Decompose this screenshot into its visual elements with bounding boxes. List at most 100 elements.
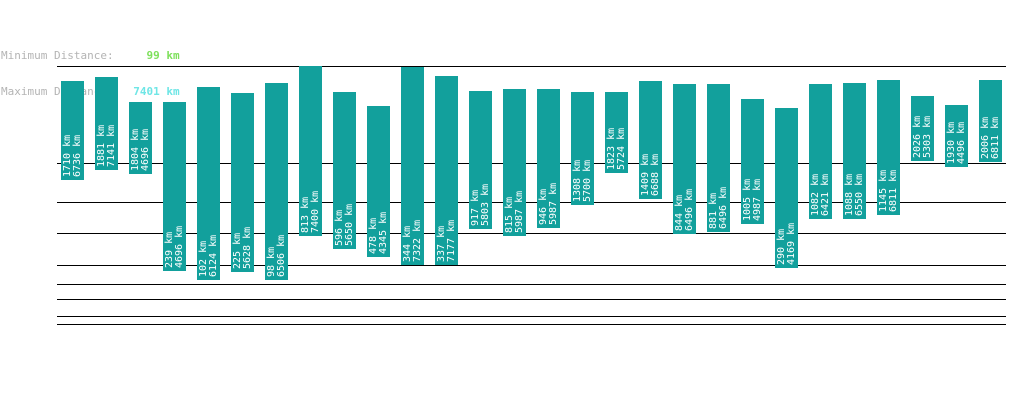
bar-max-label: 5628 km — [242, 227, 253, 269]
range-bar — [775, 108, 798, 268]
bar-min-label: 1005 km — [742, 179, 753, 221]
range-bar — [979, 80, 1002, 162]
range-bar — [843, 83, 866, 219]
bar-min-label: 881 km — [708, 193, 719, 229]
bar-min-label: 1308 km — [572, 160, 583, 202]
bar-label: 881 km6496 km — [708, 187, 729, 229]
range-bar — [299, 66, 322, 236]
bar-min-label: 225 km — [232, 233, 243, 269]
bar-min-label: 917 km — [470, 190, 481, 226]
min-distance-row: Minimum Distance: 99 km — [1, 50, 180, 62]
bar-max-label: 5803 km — [480, 184, 491, 226]
bar-max-label: 5724 km — [616, 128, 627, 170]
range-bar — [673, 84, 696, 234]
bar-label: 946 km5987 km — [538, 183, 559, 225]
bar-min-label: 815 km — [504, 197, 515, 233]
range-bar — [741, 99, 764, 224]
bar-min-label: 1088 km — [844, 174, 855, 216]
bar-min-label: 1804 km — [130, 129, 141, 171]
range-bar — [95, 77, 118, 170]
range-bar — [163, 102, 186, 271]
min-distance-label: Minimum Distance: — [1, 49, 114, 62]
bar-label: 102 km6124 km — [198, 235, 219, 277]
bar-label: 1881 km7141 km — [96, 125, 117, 167]
bar-min-label: 596 km — [334, 210, 345, 246]
bar-max-label: 6506 km — [276, 235, 287, 277]
bar-label: 596 km5650 km — [334, 204, 355, 246]
bar-label: 1823 km5724 km — [606, 128, 627, 170]
bar-min-label: 478 km — [368, 218, 379, 254]
bar-label: 478 km4345 km — [368, 212, 389, 254]
bar-max-label: 6421 km — [820, 174, 831, 216]
range-bar — [809, 84, 832, 219]
bar-min-label: 1930 km — [946, 122, 957, 164]
bar-max-label: 4345 km — [378, 212, 389, 254]
bar-min-label: 946 km — [538, 189, 549, 225]
bar-label: 2006 km6811 km — [980, 117, 1001, 159]
bar-label: 344 km7322 km — [402, 220, 423, 262]
range-bar — [911, 96, 934, 161]
min-distance-value: 99 km — [146, 49, 180, 62]
bar-max-label: 6736 km — [72, 135, 83, 177]
bar-label: 337 km7177 km — [436, 220, 457, 262]
bar-label: 1005 km4987 km — [742, 179, 763, 221]
bar-max-label: 6811 km — [990, 117, 1001, 159]
bar-max-label: 6550 km — [854, 174, 865, 216]
max-distance-value: 7401 km — [133, 85, 180, 98]
bar-min-label: 1409 km — [640, 154, 651, 196]
bar-label: 1710 km6736 km — [62, 135, 83, 177]
range-bar — [367, 106, 390, 257]
bar-label: 98 km6506 km — [266, 235, 287, 277]
bar-min-label: 1881 km — [96, 125, 107, 167]
range-bar — [265, 83, 288, 280]
bar-label: 844 km6496 km — [674, 189, 695, 231]
bar-label: 1145 km6811 km — [878, 170, 899, 212]
range-bar — [605, 92, 628, 173]
range-bar — [401, 67, 424, 265]
bar-max-label: 4696 km — [174, 226, 185, 268]
bar-min-label: 2006 km — [980, 117, 991, 159]
range-bar — [469, 91, 492, 229]
bar-min-label: 337 km — [436, 226, 447, 262]
bar-min-label: 290 km — [776, 229, 787, 265]
bar-min-label: 98 km — [266, 247, 277, 277]
range-bar — [197, 87, 220, 280]
bar-max-label: 4496 km — [956, 122, 967, 164]
bar-label: 1930 km4496 km — [946, 122, 967, 164]
bar-max-label: 5303 km — [922, 116, 933, 158]
bar-label: 2026 km5303 km — [912, 116, 933, 158]
bar-min-label: 344 km — [402, 226, 413, 262]
bar-max-label: 7322 km — [412, 220, 423, 262]
bar-label: 1082 km6421 km — [810, 174, 831, 216]
bar-label: 290 km4169 km — [776, 223, 797, 265]
bar-max-label: 6688 km — [650, 154, 661, 196]
range-bar — [945, 105, 968, 167]
bar-max-label: 6496 km — [684, 189, 695, 231]
bar-max-label: 4987 km — [752, 179, 763, 221]
bar-min-label: 1082 km — [810, 174, 821, 216]
bar-min-label: 239 km — [164, 232, 175, 268]
bar-label: 1088 km6550 km — [844, 174, 865, 216]
range-bar — [503, 89, 526, 236]
range-bar — [61, 81, 84, 180]
bar-max-label: 5650 km — [344, 204, 355, 246]
range-bar — [129, 102, 152, 174]
bar-label: 239 km4696 km — [164, 226, 185, 268]
bar-label: 1804 km4696 km — [130, 129, 151, 171]
chart-bars: 1710 km6736 km 1881 km7141 km 1804 km4696 … — [61, 66, 1002, 280]
bar-min-label: 102 km — [198, 241, 209, 277]
bar-max-label: 5987 km — [514, 191, 525, 233]
bar-max-label: 6124 km — [208, 235, 219, 277]
range-bar — [639, 81, 662, 199]
bar-label: 1409 km6688 km — [640, 154, 661, 196]
bar-min-label: 813 km — [300, 197, 311, 233]
range-bar — [231, 93, 254, 272]
range-bar — [333, 92, 356, 249]
bar-min-label: 2026 km — [912, 116, 923, 158]
bar-max-label: 5987 km — [548, 183, 559, 225]
bar-label: 1308 km5700 km — [572, 160, 593, 202]
range-bar — [707, 84, 730, 232]
bar-label: 225 km5628 km — [232, 227, 253, 269]
bar-max-label: 5700 km — [582, 160, 593, 202]
